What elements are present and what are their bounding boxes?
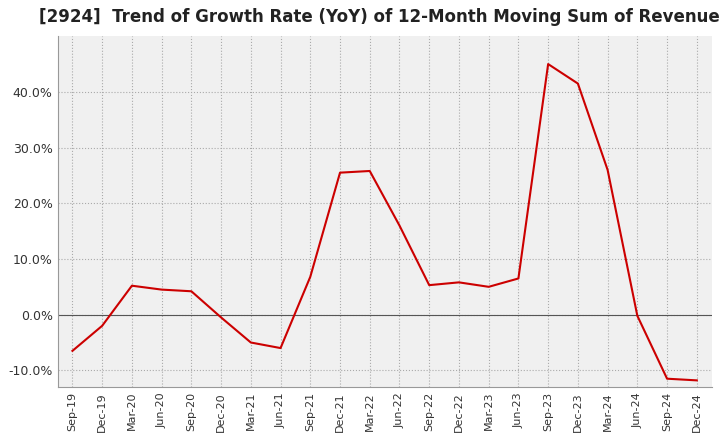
Title: [2924]  Trend of Growth Rate (YoY) of 12-Month Moving Sum of Revenues: [2924] Trend of Growth Rate (YoY) of 12-… [40,8,720,26]
